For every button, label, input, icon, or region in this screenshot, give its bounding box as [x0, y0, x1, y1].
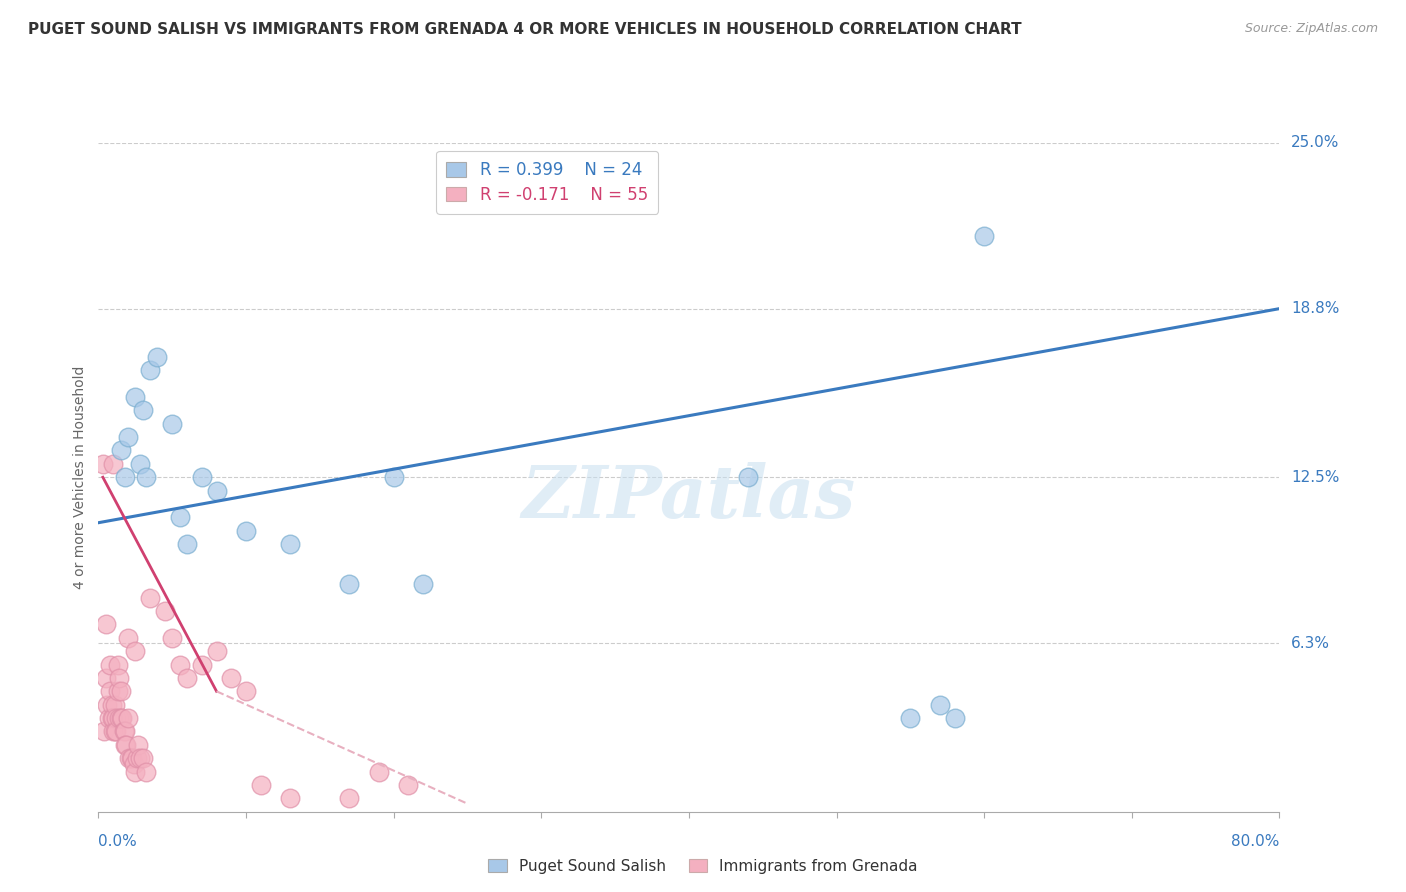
Point: [900, 711, 922, 725]
Point: [205, 644, 228, 658]
Point: [125, 751, 148, 765]
Text: Source: ZipAtlas.com: Source: ZipAtlas.com: [1244, 22, 1378, 36]
Point: [115, 738, 138, 752]
Text: 80.0%: 80.0%: [1232, 834, 1279, 849]
Point: [219, 671, 243, 685]
Text: 12.5%: 12.5%: [1291, 470, 1340, 484]
Point: [132, 751, 155, 765]
Legend: R = 0.399    N = 24, R = -0.171    N = 55: R = 0.399 N = 24, R = -0.171 N = 55: [436, 151, 658, 214]
Point: [117, 631, 139, 645]
Point: [169, 657, 191, 672]
Y-axis label: 4 or more Vehicles in Household: 4 or more Vehicles in Household: [73, 366, 87, 589]
Point: [107, 657, 129, 672]
Point: [278, 791, 302, 805]
Point: [737, 470, 759, 484]
Point: [103, 724, 125, 739]
Point: [111, 711, 134, 725]
Point: [94, 617, 117, 632]
Point: [110, 711, 132, 725]
Point: [120, 751, 142, 765]
Point: [191, 470, 214, 484]
Text: 25.0%: 25.0%: [1291, 136, 1340, 150]
Point: [107, 684, 129, 698]
Point: [396, 778, 419, 792]
Point: [162, 417, 183, 431]
Point: [121, 751, 143, 765]
Text: 0.0%: 0.0%: [98, 834, 138, 849]
Point: [973, 229, 995, 244]
Text: 6.3%: 6.3%: [1291, 636, 1330, 650]
Point: [105, 724, 128, 739]
Point: [139, 363, 162, 377]
Point: [91, 457, 114, 471]
Point: [114, 738, 136, 752]
Point: [191, 657, 214, 672]
Point: [162, 631, 183, 645]
Point: [235, 684, 257, 698]
Point: [103, 711, 125, 725]
Point: [382, 470, 405, 484]
Point: [368, 764, 391, 779]
Point: [97, 711, 120, 725]
Point: [124, 644, 146, 658]
Legend: Puget Sound Salish, Immigrants from Grenada: Puget Sound Salish, Immigrants from Gren…: [482, 853, 924, 880]
Point: [153, 604, 176, 618]
Point: [412, 577, 434, 591]
Point: [117, 430, 139, 444]
Point: [127, 738, 149, 752]
Point: [94, 671, 117, 685]
Point: [118, 751, 141, 765]
Point: [124, 764, 146, 779]
Text: PUGET SOUND SALISH VS IMMIGRANTS FROM GRENADA 4 OR MORE VEHICLES IN HOUSEHOLD CO: PUGET SOUND SALISH VS IMMIGRANTS FROM GR…: [28, 22, 1022, 37]
Point: [103, 457, 125, 471]
Point: [100, 711, 122, 725]
Point: [98, 684, 121, 698]
Point: [132, 403, 155, 417]
Point: [205, 483, 228, 498]
Point: [943, 711, 966, 725]
Point: [124, 390, 146, 404]
Point: [114, 724, 136, 739]
Point: [128, 751, 150, 765]
Point: [110, 443, 132, 458]
Point: [176, 537, 198, 551]
Point: [928, 698, 950, 712]
Point: [135, 764, 157, 779]
Point: [98, 657, 121, 672]
Point: [337, 577, 360, 591]
Point: [117, 711, 139, 725]
Point: [100, 698, 122, 712]
Point: [93, 724, 115, 739]
Point: [114, 470, 136, 484]
Point: [337, 791, 360, 805]
Point: [122, 756, 145, 771]
Point: [108, 671, 131, 685]
Text: 18.8%: 18.8%: [1291, 301, 1340, 316]
Point: [112, 724, 135, 739]
Point: [104, 698, 127, 712]
Point: [250, 778, 273, 792]
Point: [139, 591, 162, 605]
Point: [146, 350, 169, 364]
Point: [278, 537, 302, 551]
Point: [105, 711, 128, 725]
Point: [110, 684, 132, 698]
Point: [104, 724, 127, 739]
Point: [96, 698, 118, 712]
Point: [135, 470, 157, 484]
Point: [176, 671, 198, 685]
Point: [235, 524, 257, 538]
Text: ZIPatlas: ZIPatlas: [522, 462, 856, 533]
Point: [108, 711, 131, 725]
Point: [169, 510, 191, 524]
Point: [128, 457, 150, 471]
